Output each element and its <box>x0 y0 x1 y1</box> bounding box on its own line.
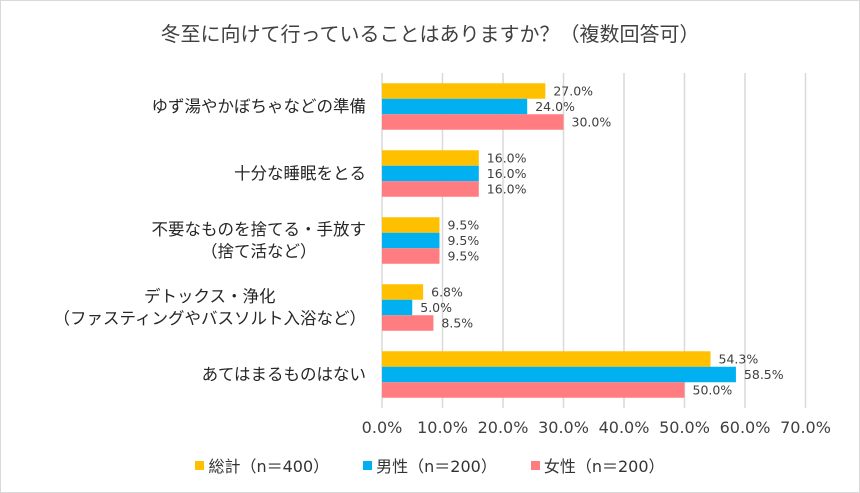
category-label-line: 十分な睡眠をとる <box>234 163 366 183</box>
category-label-line: （捨て活など） <box>201 241 317 261</box>
category-label: 不要なものを捨てる・手放す （捨て活など） <box>152 219 367 263</box>
data-label: 54.3% <box>719 352 759 367</box>
bar-2 <box>382 248 440 264</box>
data-label: 30.0% <box>572 115 612 130</box>
category-label: 十分な睡眠をとる <box>234 163 366 185</box>
data-label: 58.5% <box>744 367 784 382</box>
bar-2 <box>382 114 564 130</box>
legend-item: 男性（n＝200） <box>363 453 497 477</box>
legend-label: 女性（n＝200） <box>543 457 665 476</box>
data-label: 6.8% <box>431 285 463 300</box>
category-label-line: 不要なものを捨てる・手放す <box>151 219 367 239</box>
bar-2 <box>382 181 479 197</box>
legend: 総計（n＝400） 男性（n＝200） 女性（n＝200） <box>0 453 860 477</box>
bar-2 <box>382 315 434 331</box>
x-tick-label: 30.0% <box>538 418 589 437</box>
data-label: 5.0% <box>420 300 452 315</box>
legend-swatch-icon <box>195 460 205 470</box>
data-label: 9.5% <box>447 218 479 233</box>
bar-1 <box>382 232 440 249</box>
bar-0 <box>382 217 440 233</box>
bar-0 <box>382 351 711 367</box>
x-tick-label: 40.0% <box>599 418 650 437</box>
bar-1 <box>382 98 528 115</box>
x-tick-label: 0.0% <box>362 418 403 437</box>
x-tick-label: 70.0% <box>780 418 831 437</box>
category-label: デトックス・浄化 （ファスティングやバスソルト入浴など） <box>53 286 366 330</box>
data-label: 9.5% <box>447 249 479 264</box>
x-tick-label: 10.0% <box>417 418 468 437</box>
category-label: ゆず湯やかぼちゃなどの準備 <box>152 96 367 118</box>
category-label-line: あてはまるものはない <box>201 364 366 384</box>
category-label: あてはまるものはない <box>202 364 366 386</box>
category-label-line: ゆず湯やかぼちゃなどの準備 <box>151 96 367 116</box>
bar-0 <box>382 150 479 166</box>
bar-1 <box>382 165 479 182</box>
data-label: 50.0% <box>693 383 733 398</box>
data-label: 16.0% <box>487 182 527 197</box>
data-label: 8.5% <box>441 316 473 331</box>
legend-label: 男性（n＝200） <box>376 457 497 476</box>
bar-0 <box>382 284 424 300</box>
x-tick-label: 60.0% <box>720 418 771 437</box>
data-label: 24.0% <box>535 99 575 114</box>
data-label: 16.0% <box>487 151 527 166</box>
legend-swatch-icon <box>363 460 373 470</box>
x-tick-label: 50.0% <box>659 418 710 437</box>
legend-label: 総計（n＝400） <box>208 457 330 476</box>
bar-1 <box>382 299 413 316</box>
category-label-line: （ファスティングやバスソルト入浴など） <box>53 308 366 328</box>
data-label: 27.0% <box>553 84 593 99</box>
x-tick-label: 20.0% <box>478 418 529 437</box>
data-label: 16.0% <box>487 166 527 181</box>
bar-0 <box>382 83 546 99</box>
legend-item: 総計（n＝400） <box>195 453 329 477</box>
legend-item: 女性（n＝200） <box>530 453 665 477</box>
data-label: 9.5% <box>447 233 479 248</box>
chart-title: 冬至に向けて行っていることはありますか？（複数回答可） <box>160 22 700 46</box>
bar-1 <box>382 366 736 383</box>
legend-swatch-icon <box>530 460 540 470</box>
bar-2 <box>382 382 685 398</box>
category-label-line: デトックス・浄化 <box>143 286 276 306</box>
